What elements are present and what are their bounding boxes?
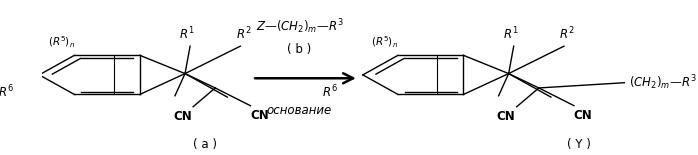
Text: $R^1$: $R^1$ bbox=[503, 26, 519, 42]
Text: $R^2$: $R^2$ bbox=[559, 26, 574, 42]
Text: CN: CN bbox=[173, 110, 192, 123]
Text: ( a ): ( a ) bbox=[193, 138, 217, 151]
Text: $R^6$: $R^6$ bbox=[0, 84, 14, 100]
Text: ( b ): ( b ) bbox=[288, 43, 311, 56]
Text: $(R^5)_n$: $(R^5)_n$ bbox=[371, 35, 399, 50]
Text: $(R^5)_n$: $(R^5)_n$ bbox=[47, 35, 75, 50]
Text: $R^6$: $R^6$ bbox=[322, 84, 338, 100]
Text: $Z$—$(CH_2)_m$—$R^3$: $Z$—$(CH_2)_m$—$R^3$ bbox=[255, 18, 343, 36]
Text: $R^1$: $R^1$ bbox=[179, 26, 195, 42]
Text: CN: CN bbox=[497, 110, 515, 123]
Text: CN: CN bbox=[250, 109, 269, 122]
Text: $(CH_2)_m$—$R^3$: $(CH_2)_m$—$R^3$ bbox=[630, 73, 697, 92]
Text: $R^2$: $R^2$ bbox=[236, 26, 251, 42]
Text: ( Y ): ( Y ) bbox=[567, 138, 591, 151]
Text: основание: основание bbox=[267, 104, 332, 117]
Text: CN: CN bbox=[574, 109, 593, 122]
